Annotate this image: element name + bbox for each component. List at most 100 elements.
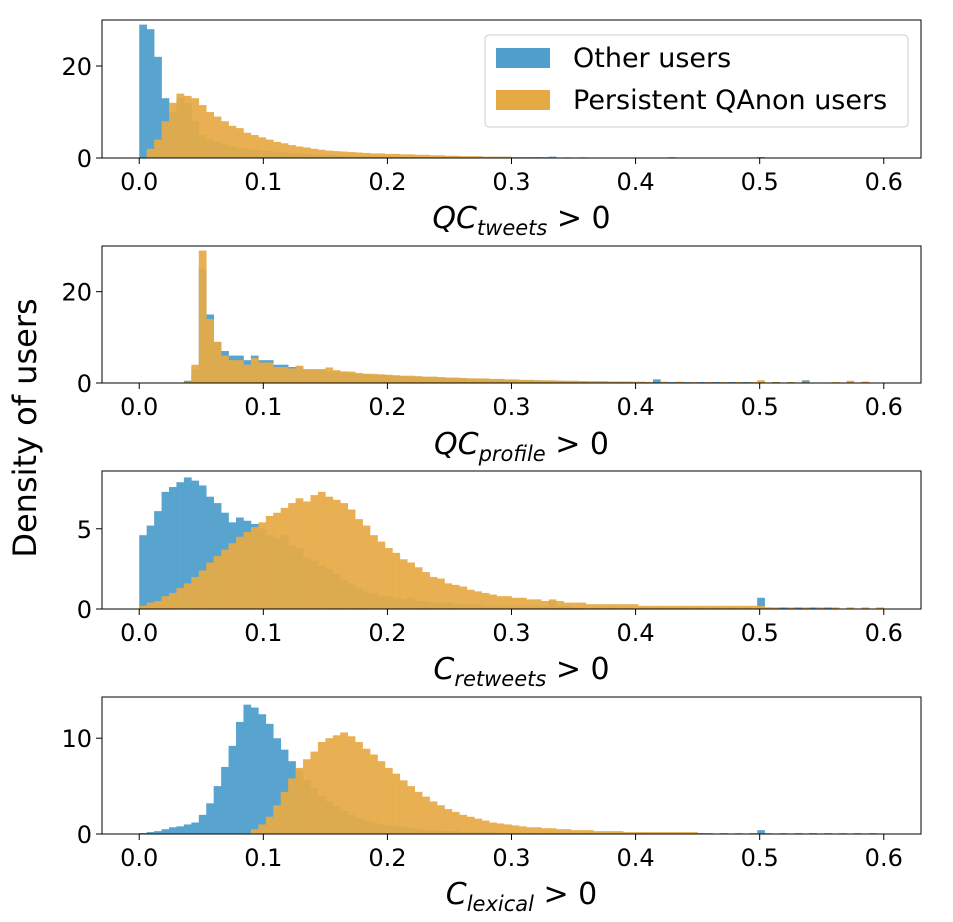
histogram-bar	[332, 151, 341, 158]
histogram-bar	[399, 154, 408, 158]
histogram-bar	[571, 380, 579, 383]
histogram-bar	[384, 548, 393, 609]
histogram-bar	[146, 525, 155, 609]
histogram-bar	[325, 367, 334, 383]
histogram-bar	[280, 749, 289, 834]
histogram-bar	[370, 535, 378, 609]
legend-label: Persistent QAnon users	[573, 85, 887, 116]
histogram-bar	[228, 125, 237, 158]
histogram-bar	[221, 355, 229, 383]
histogram-bar	[258, 137, 267, 158]
histogram-bar	[511, 825, 520, 834]
histogram-bar	[325, 496, 334, 609]
histogram-bar	[623, 832, 631, 834]
histogram-bar	[600, 831, 609, 834]
histogram-bar	[377, 541, 386, 609]
x-tick-label: 0.1	[244, 844, 282, 872]
histogram-bar	[466, 378, 475, 383]
histogram-bar	[518, 379, 527, 383]
histogram-bar	[801, 380, 810, 383]
histogram-bar	[526, 827, 535, 834]
histogram-bar	[772, 607, 780, 609]
histogram-bar	[317, 369, 326, 383]
y-axis-label: Density of users	[6, 298, 44, 557]
histogram-bar	[139, 605, 147, 609]
histogram-bar	[310, 495, 319, 609]
histogram-bar	[377, 761, 386, 834]
histogram-bar	[719, 605, 728, 609]
histogram-bar	[675, 605, 684, 609]
histogram-bar	[437, 155, 445, 158]
histogram-bar	[236, 128, 244, 158]
legend-swatch	[496, 90, 550, 110]
histogram-bar	[675, 381, 684, 383]
histogram-bar	[399, 559, 408, 609]
x-tick-label: 0.0	[120, 393, 158, 421]
y-tick-label: 10	[61, 725, 92, 753]
histogram-panel-3: 0.0 0.1 0.2 0.3 0.4 0.5 0.6 0 5 Cretweets > 0	[77, 470, 922, 691]
histogram-bar	[422, 154, 430, 158]
histogram-bar	[608, 604, 617, 609]
histogram-bar	[429, 376, 438, 383]
series-persistent-qanon-users	[146, 93, 885, 158]
legend-box	[484, 34, 909, 128]
x-axis-label-main: C	[446, 877, 467, 912]
histogram-bar	[243, 132, 252, 158]
histogram-bar	[749, 605, 758, 609]
histogram-bar	[198, 485, 207, 609]
histogram-bar	[459, 814, 468, 834]
histogram-bar	[206, 112, 214, 158]
y-tick-label: 0	[77, 596, 92, 624]
x-tick-label: 0.0	[120, 619, 158, 647]
histogram-bar	[496, 156, 505, 158]
histogram-bar	[615, 381, 624, 383]
histogram-bar	[265, 816, 274, 834]
histogram-bar	[578, 381, 587, 383]
histogram-bar	[608, 381, 617, 383]
histogram-bar	[437, 805, 445, 834]
histogram-bar	[258, 522, 267, 609]
histogram-bar	[317, 742, 326, 834]
histogram-bar	[526, 599, 535, 609]
histogram-bar	[638, 381, 646, 383]
histogram-bar	[630, 604, 639, 609]
x-axis-label-tail: > 0	[534, 877, 597, 912]
histogram-bar	[310, 751, 319, 834]
histogram-bar	[518, 597, 527, 609]
histogram-bar	[221, 766, 229, 834]
histogram-bar	[437, 578, 445, 609]
histogram-bar	[340, 371, 348, 383]
histogram-bar	[213, 786, 222, 834]
histogram-bar	[846, 380, 855, 383]
histogram-bar	[578, 830, 587, 834]
histogram-bar	[250, 527, 259, 609]
x-tick-label: 0.5	[741, 844, 779, 872]
histogram-bar	[146, 148, 155, 158]
histogram-bar	[504, 596, 512, 609]
histogram-bar	[489, 156, 497, 158]
histogram-bar	[325, 738, 334, 834]
histogram-bar	[407, 786, 416, 834]
histogram-bar	[697, 605, 706, 609]
histogram-bar	[154, 600, 162, 609]
histogram-bar	[563, 829, 572, 834]
histogram-panel-2: 0.0 0.1 0.2 0.3 0.4 0.5 0.6 0 20 QCprofile > 0	[61, 245, 922, 466]
histogram-bar	[317, 149, 326, 158]
x-axis-label: QCtweets > 0	[432, 201, 610, 240]
histogram-bar	[169, 592, 177, 609]
x-tick-label: 0.4	[617, 619, 655, 647]
histogram-bar	[236, 360, 244, 383]
histogram-bar	[384, 767, 393, 834]
y-tick-label: 0	[77, 145, 92, 173]
histogram-bar	[228, 543, 237, 609]
histogram-bar	[325, 150, 334, 158]
histogram-bar	[183, 583, 192, 609]
histogram-bar	[280, 791, 289, 834]
histogram-bar	[660, 605, 669, 609]
x-tick-label: 0.6	[865, 619, 903, 647]
x-tick-label: 0.5	[741, 619, 779, 647]
histogram-bar	[191, 364, 200, 383]
x-axis-label: Cretweets > 0	[433, 652, 609, 691]
histogram-bar	[295, 767, 304, 834]
series-persistent-qanon-users	[139, 491, 885, 609]
